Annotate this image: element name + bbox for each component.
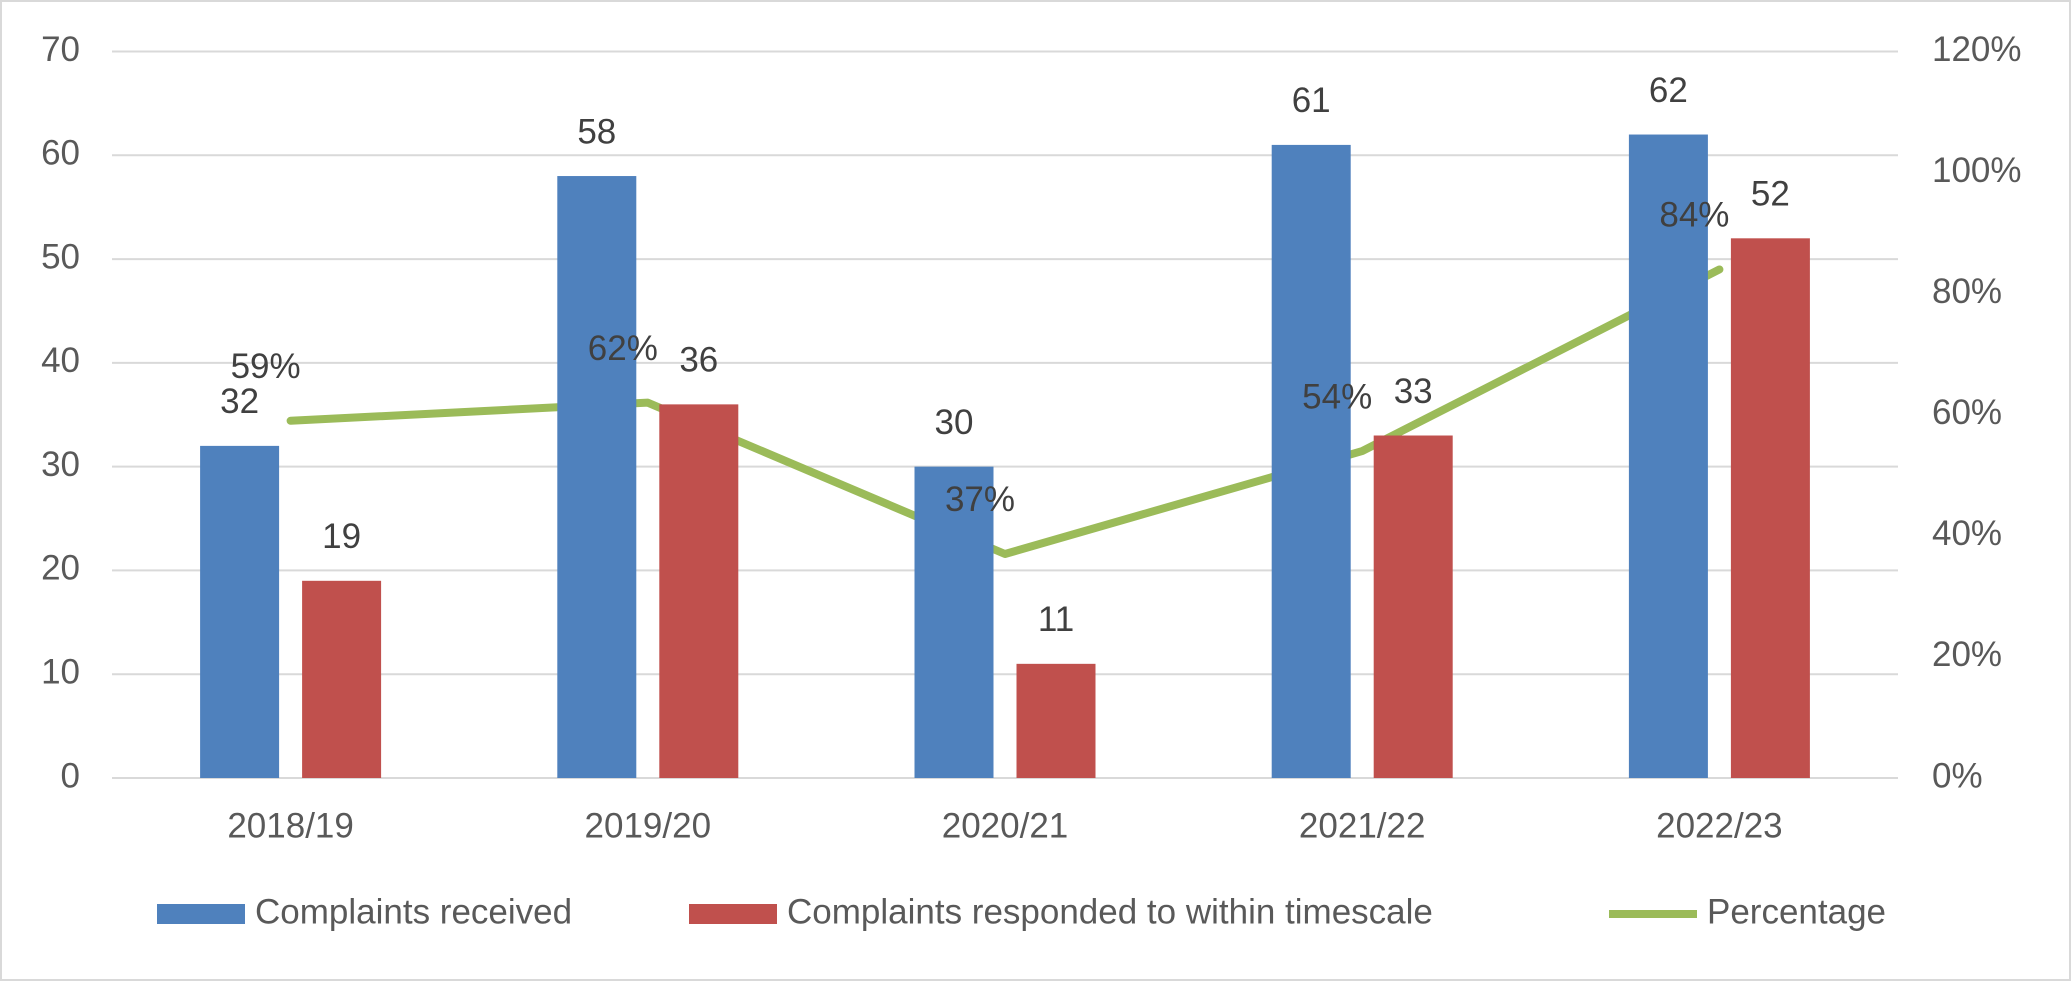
y-tick-label: 30 — [41, 445, 80, 484]
data-label: 52 — [1751, 175, 1790, 214]
data-label: 84% — [1659, 196, 1729, 235]
legend-label: Complaints received — [255, 892, 572, 931]
bar — [659, 404, 739, 778]
y2-tick-label: 40% — [1932, 514, 2002, 553]
y-tick-label: 0 — [61, 756, 80, 795]
data-label: 54% — [1302, 377, 1372, 416]
y-tick-label: 40 — [41, 341, 80, 380]
y2-tick-label: 20% — [1932, 635, 2002, 674]
data-label: 30 — [935, 403, 974, 442]
legend-swatch — [689, 904, 777, 924]
bar — [1730, 238, 1810, 779]
line-series — [286, 265, 1724, 558]
data-label: 62% — [588, 329, 658, 368]
y2-tick-label: 100% — [1932, 151, 2022, 190]
bar — [1373, 435, 1453, 778]
legend-label: Complaints responded to within timescale — [787, 892, 1433, 931]
x-tick-label: 2018/19 — [227, 806, 354, 845]
data-label: 37% — [945, 480, 1015, 519]
y-tick-label: 20 — [41, 549, 80, 588]
bar — [1628, 134, 1708, 778]
data-label: 19 — [322, 517, 361, 556]
y-tick-label: 10 — [41, 652, 80, 691]
bar — [200, 445, 280, 778]
data-label: 36 — [679, 341, 718, 380]
y-tick-label: 70 — [41, 30, 80, 69]
legend-swatch — [157, 904, 245, 924]
y2-tick-label: 120% — [1932, 30, 2022, 69]
y-tick-label: 60 — [41, 134, 80, 173]
bar — [914, 466, 994, 778]
x-tick-label: 2020/21 — [942, 806, 1069, 845]
y2-tick-label: 0% — [1932, 756, 1983, 795]
x-tick-label: 2019/20 — [585, 806, 712, 845]
data-label: 32 — [220, 382, 259, 421]
x-tick-label: 2022/23 — [1656, 806, 1783, 845]
y2-tick-label: 80% — [1932, 272, 2002, 311]
bar — [557, 176, 637, 779]
data-label: 58 — [577, 112, 616, 151]
legend-label: Percentage — [1707, 892, 1886, 931]
bar — [302, 580, 382, 778]
y2-tick-label: 60% — [1932, 393, 2002, 432]
y-tick-label: 50 — [41, 237, 80, 276]
bar — [1271, 144, 1351, 778]
data-label: 33 — [1394, 372, 1433, 411]
bar — [1016, 663, 1096, 778]
data-label: 59% — [231, 347, 301, 386]
x-tick-label: 2021/22 — [1299, 806, 1426, 845]
data-label: 62 — [1649, 71, 1688, 110]
data-label: 11 — [1038, 600, 1074, 639]
data-label: 61 — [1292, 81, 1331, 120]
